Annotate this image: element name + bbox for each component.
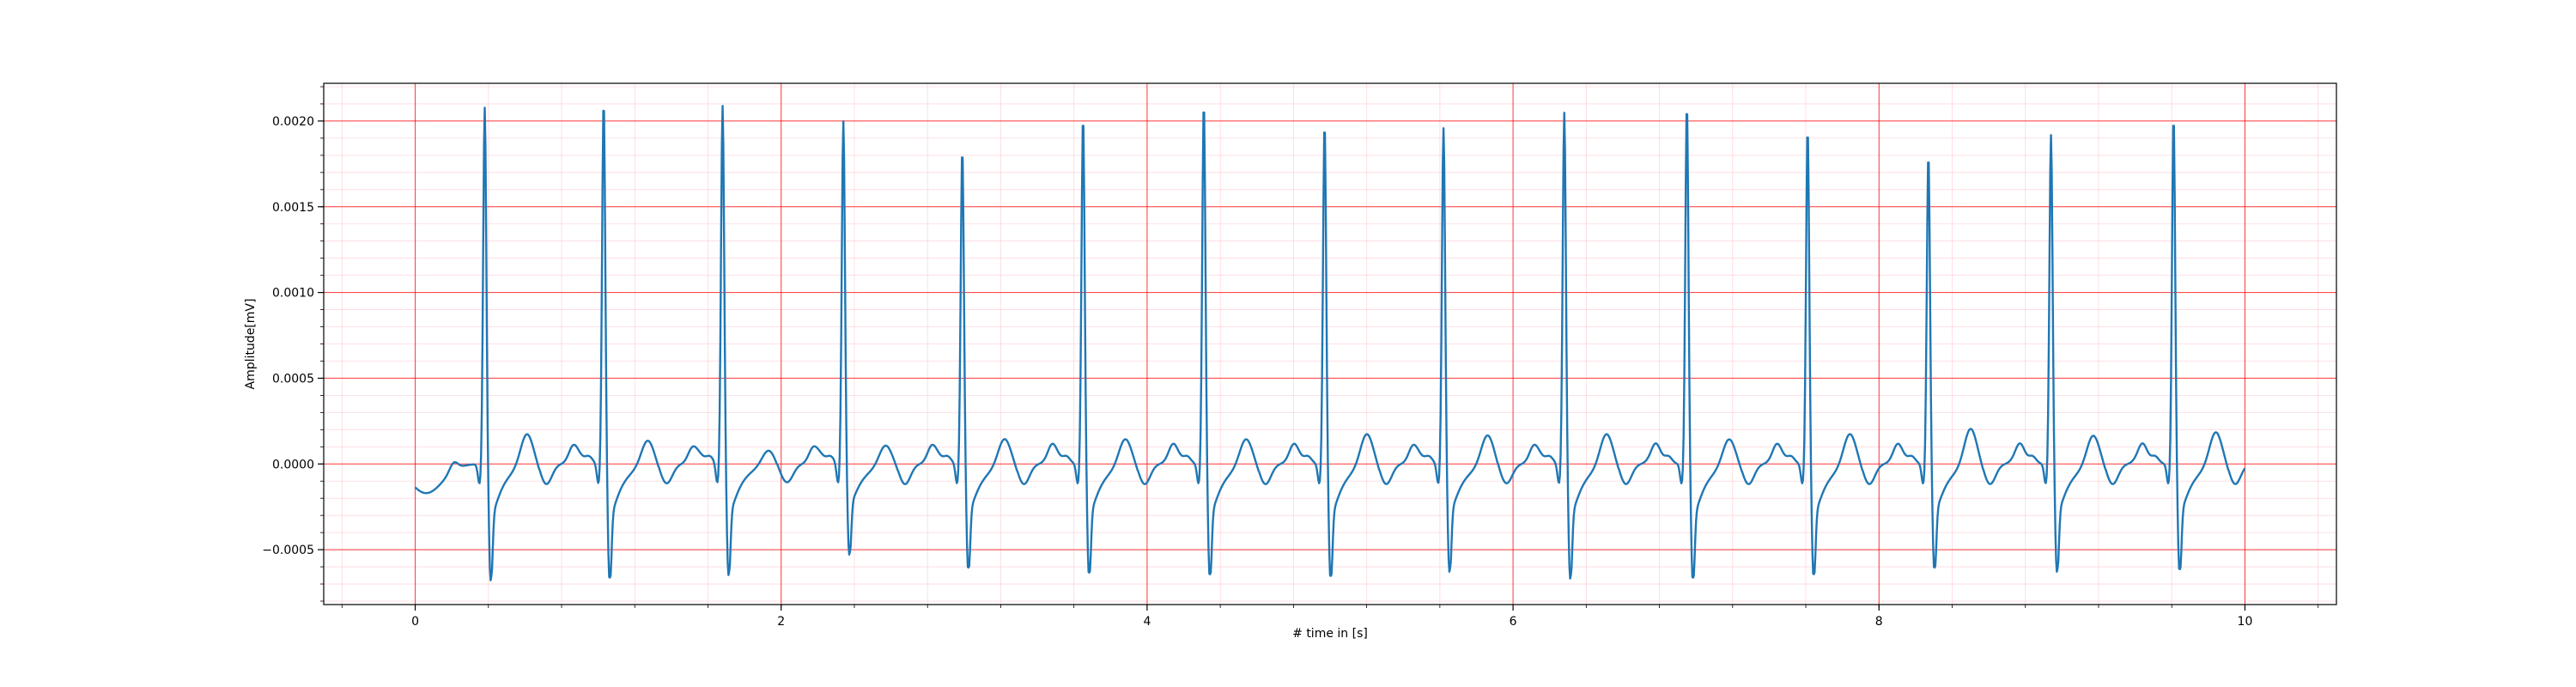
y-tick-label: 0.0010 xyxy=(272,287,314,301)
y-tick-label: 0.0020 xyxy=(272,115,314,129)
x-tick-label: 0 xyxy=(411,615,419,629)
y-tick-label: 0.0015 xyxy=(272,201,314,215)
x-tick-label: 4 xyxy=(1143,615,1151,629)
x-tick-label: 6 xyxy=(1510,615,1517,629)
y-tick-label: 0.0005 xyxy=(272,372,314,386)
y-tick-label: 0.0000 xyxy=(272,458,314,471)
ecg-signal-line xyxy=(414,105,2246,581)
y-axis: −0.0005 0.0000 0.0005 0.0010 0.0015 0.0020 xyxy=(262,86,324,602)
y-tick-label: −0.0005 xyxy=(262,544,314,557)
major-grid xyxy=(324,83,2336,605)
x-tick-label: 2 xyxy=(777,615,785,629)
x-tick-label: 8 xyxy=(1875,615,1883,629)
x-axis: 0 2 4 6 8 10 xyxy=(341,605,2319,629)
x-axis-label: # time in [s] xyxy=(1292,627,1368,641)
plot-area xyxy=(323,82,2337,605)
y-axis-label: Amplitude[mV] xyxy=(244,299,258,390)
x-tick-label: 10 xyxy=(2238,615,2253,629)
